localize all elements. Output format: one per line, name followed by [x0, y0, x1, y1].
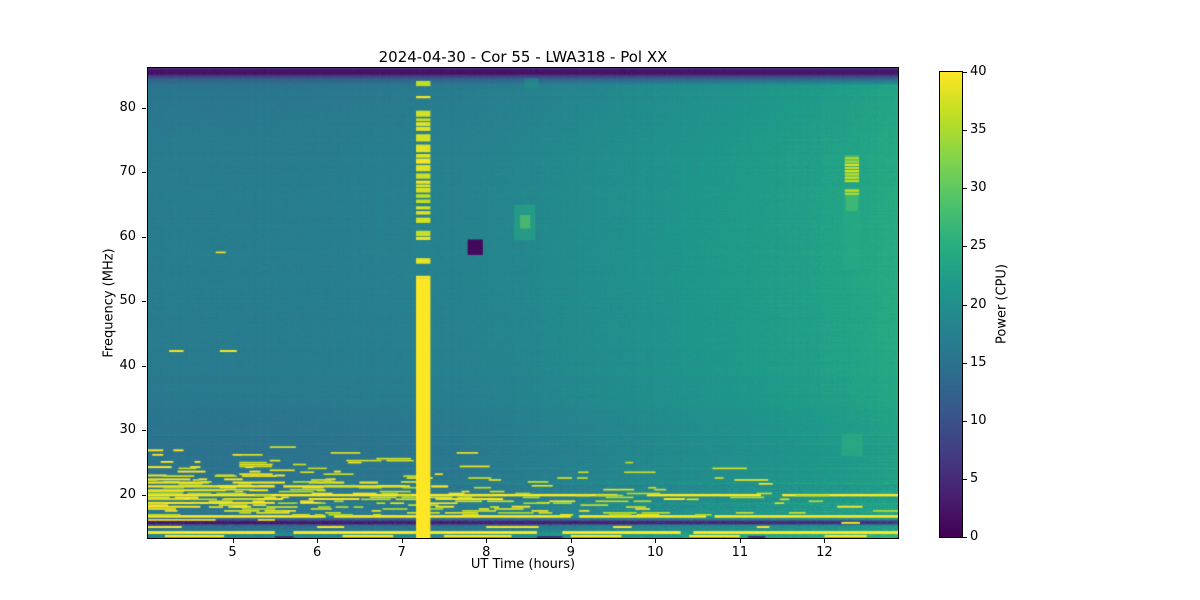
colorbar-tick-label: 30 — [970, 180, 987, 196]
x-tick-label: 5 — [228, 545, 237, 560]
x-tick-label: 10 — [647, 545, 664, 560]
colorbar-tick-label: 5 — [970, 470, 979, 486]
colorbar-tick-mark — [963, 130, 967, 132]
plot-area — [147, 67, 899, 539]
x-tick-mark — [486, 539, 488, 543]
y-tick-label: 70 — [119, 164, 136, 180]
colorbar-tick-mark — [963, 304, 967, 306]
colorbar-tick-mark — [963, 362, 967, 364]
colorbar-tick-mark — [963, 246, 967, 248]
y-tick-mark — [142, 430, 146, 432]
x-tick-label: 6 — [312, 545, 322, 560]
colorbar — [939, 71, 963, 538]
x-tick-mark — [232, 539, 234, 543]
colorbar-tick-mark — [963, 188, 967, 190]
colorbar-tick-label: 25 — [970, 238, 987, 254]
x-tick-mark — [317, 539, 319, 543]
y-tick-label: 60 — [119, 228, 136, 244]
colorbar-tick-mark — [963, 72, 967, 73]
y-tick-label: 20 — [119, 486, 136, 502]
colorbar-tick-label: 20 — [970, 296, 987, 312]
y-tick-label: 30 — [119, 422, 136, 438]
colorbar-tick-label: 15 — [970, 354, 987, 370]
colorbar-tick-label: 40 — [970, 64, 987, 79]
x-tick-mark — [824, 539, 826, 543]
colorbar-tick-label: 0 — [970, 529, 979, 544]
colorbar-tick-label: 35 — [970, 122, 987, 138]
x-tick-mark — [739, 539, 741, 543]
x-tick-label: 9 — [566, 545, 575, 560]
x-tick-label: 12 — [816, 545, 833, 560]
colorbar-tick-mark — [963, 420, 967, 422]
y-tick-mark — [142, 365, 146, 367]
y-tick-label: 50 — [119, 293, 136, 309]
y-tick-mark — [142, 236, 146, 238]
y-tick-mark — [142, 301, 146, 303]
x-tick-mark — [401, 539, 403, 543]
x-tick-label: 11 — [731, 545, 749, 560]
colorbar-gradient — [940, 72, 962, 537]
y-tick-label: 40 — [119, 357, 136, 373]
chart-title: 2024-04-30 - Cor 55 - LWA318 - Pol XX — [378, 48, 668, 66]
x-tick-label: 7 — [397, 545, 406, 560]
x-tick-label: 8 — [482, 545, 491, 560]
y-tick-mark — [142, 107, 146, 109]
colorbar-tick-label: 10 — [970, 412, 987, 428]
colorbar-tick-mark — [963, 537, 967, 538]
x-tick-mark — [655, 539, 657, 543]
x-axis-label: UT Time (hours) — [470, 557, 576, 572]
y-tick-label: 80 — [119, 99, 136, 115]
y-tick-mark — [142, 494, 146, 496]
heatmap-canvas — [148, 68, 898, 538]
y-tick-mark — [142, 172, 146, 174]
colorbar-tick-mark — [963, 478, 967, 480]
x-tick-mark — [570, 539, 572, 543]
